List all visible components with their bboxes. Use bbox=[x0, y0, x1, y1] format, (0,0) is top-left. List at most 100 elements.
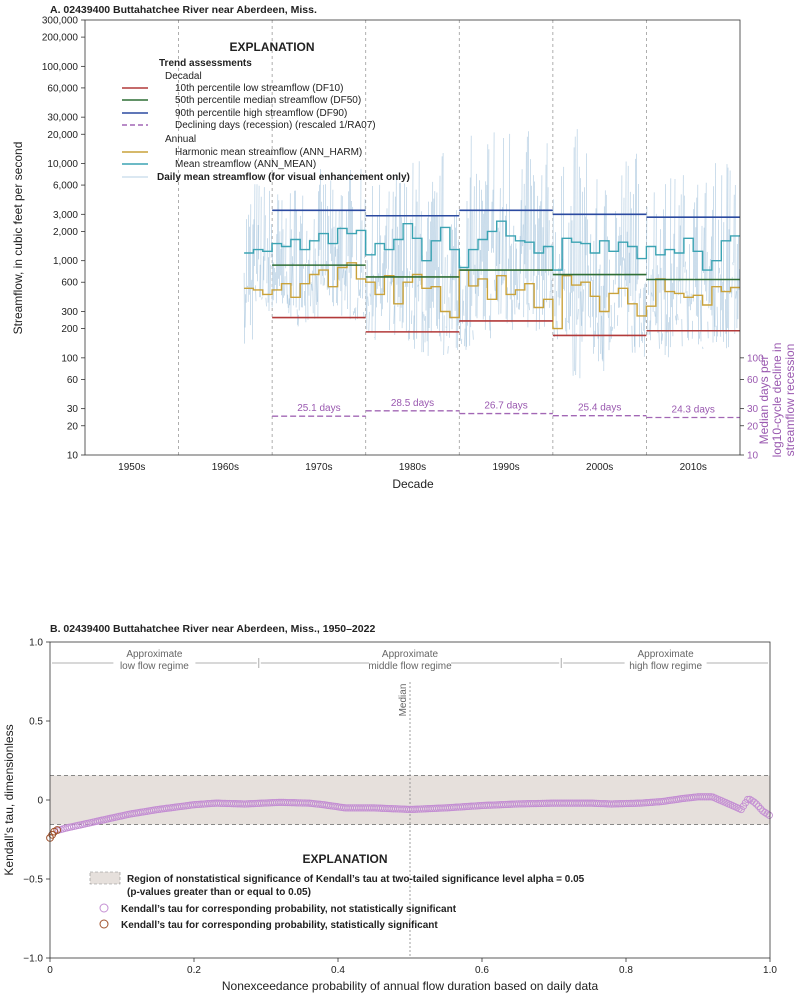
y-tick-label: 100,000 bbox=[42, 62, 79, 73]
y2-tick-label: 60 bbox=[747, 375, 759, 386]
y-tick-label: −0.5 bbox=[23, 875, 43, 886]
x-tick-label: 0.2 bbox=[187, 965, 201, 976]
x-tick-label: 0.8 bbox=[619, 965, 633, 976]
decade-label: 1970s bbox=[305, 462, 332, 473]
y-tick-label: 300,000 bbox=[42, 16, 79, 27]
median-label: Median bbox=[398, 684, 409, 717]
y-tick-label: 6,000 bbox=[53, 181, 78, 192]
tau-point-not-significant bbox=[744, 795, 752, 804]
regime-label-line: Approximate bbox=[126, 649, 183, 660]
legend-heading: EXPLANATION bbox=[302, 852, 387, 866]
recession-days-label: 26.7 days bbox=[484, 401, 527, 412]
x-tick-label: 1.0 bbox=[763, 965, 777, 976]
decade-label: 1950s bbox=[118, 462, 145, 473]
y-tick-label: 1,000 bbox=[53, 256, 78, 267]
x-tick-label: 0.4 bbox=[331, 965, 345, 976]
panel-b-legend: EXPLANATION Region of nonstatistical sign… bbox=[89, 852, 585, 931]
y2-tick-label: 20 bbox=[747, 421, 759, 432]
legend-item-label: Kendall’s tau for corresponding probabil… bbox=[121, 920, 438, 931]
y-tick-label: 0.5 bbox=[29, 717, 43, 728]
y-tick-label: 60,000 bbox=[47, 83, 78, 94]
recession-days-label: 28.5 days bbox=[391, 398, 434, 409]
tau-point-not-significant bbox=[752, 800, 760, 808]
legend-subheading: Trend assessments bbox=[159, 58, 252, 69]
recession-days-label: 24.3 days bbox=[672, 405, 715, 416]
mean-streamflow-line bbox=[244, 220, 740, 271]
y-tick-label: 2,000 bbox=[53, 227, 78, 238]
x-tick-label: 0.6 bbox=[475, 965, 489, 976]
legend-item-label: Kendall’s tau for corresponding probabil… bbox=[121, 904, 457, 915]
regime-label-line: high flow regime bbox=[629, 661, 702, 672]
legend-item-label: (p-values greater than or equal to 0.05) bbox=[127, 887, 311, 898]
tau-point-not-significant bbox=[750, 798, 758, 806]
y-tick-label: 20,000 bbox=[47, 130, 78, 141]
legend-group-decadal: Decadal bbox=[165, 71, 202, 82]
y-tick-label: 10 bbox=[67, 451, 79, 462]
tau-point-not-significant bbox=[756, 805, 765, 813]
y2-tick-label: 100 bbox=[747, 353, 764, 364]
legend-item-label: 10th percentile low streamflow (DF10) bbox=[175, 83, 343, 94]
regime-label-line: low flow regime bbox=[120, 661, 189, 672]
y-tick-label: 600 bbox=[61, 278, 78, 289]
panel-b-y-axis-label: Kendall’s tau, dimensionless bbox=[2, 724, 16, 875]
legend-item-label: Declining days (recession) (rescaled 1/R… bbox=[175, 120, 376, 131]
decade-label: 2010s bbox=[680, 462, 707, 473]
legend-group-annual: Annual bbox=[165, 134, 196, 145]
harmonic-mean-streamflow-line bbox=[244, 262, 740, 330]
y-tick-label: 200 bbox=[61, 324, 78, 335]
regime-label-bg bbox=[624, 648, 707, 670]
y-tick-label: 300 bbox=[61, 307, 78, 318]
x-tick-label: 0 bbox=[47, 965, 53, 976]
regime-label-line: Approximate bbox=[638, 649, 695, 660]
decade-label: 1960s bbox=[212, 462, 239, 473]
decade-label: 1980s bbox=[399, 462, 426, 473]
y-tick-label: 3,000 bbox=[53, 210, 78, 221]
y2-tick-label: 30 bbox=[747, 404, 759, 415]
legend-item-label: Region of nonstatistical significance of… bbox=[127, 874, 585, 885]
tau-point-not-significant bbox=[754, 802, 763, 810]
regime-label-bg bbox=[113, 648, 196, 670]
legend-band-swatch bbox=[89, 871, 121, 885]
legend-heading: EXPLANATION bbox=[229, 40, 314, 54]
panel-a-x-axis-label: Decade bbox=[392, 477, 434, 491]
panel-a-plot-frame bbox=[84, 19, 741, 456]
legend-circle-significant bbox=[99, 919, 109, 929]
daily-mean-streamflow-series bbox=[243, 129, 740, 379]
regime-label-line: middle flow regime bbox=[368, 661, 452, 672]
y-tick-label: 0 bbox=[37, 796, 43, 807]
panel-a-y-axis-label: Streamflow, in cubic feet per second bbox=[11, 142, 25, 335]
y-tick-label: 1.0 bbox=[29, 638, 43, 649]
y-tick-label: 30 bbox=[67, 404, 79, 415]
recession-days-label: 25.4 days bbox=[578, 403, 621, 414]
tau-point-not-significant bbox=[765, 811, 773, 819]
recession-days-label: 25.1 days bbox=[297, 403, 340, 414]
regime-label-line: Approximate bbox=[382, 649, 439, 660]
y-tick-label: 20 bbox=[67, 421, 79, 432]
y-tick-label: 60 bbox=[67, 375, 79, 386]
y-tick-label: −1.0 bbox=[23, 954, 43, 965]
y-tick-label: 100 bbox=[61, 353, 78, 364]
y2-tick-label: 10 bbox=[747, 451, 759, 462]
panel-a-legend: EXPLANATION Trend assessments Decadal10th … bbox=[122, 40, 410, 183]
decade-label: 2000s bbox=[586, 462, 613, 473]
panel-b-title: B. 02439400 Buttahatchee River near Aber… bbox=[50, 623, 375, 635]
legend-item-label: Harmonic mean streamflow (ANN_HARM) bbox=[175, 147, 362, 158]
y-tick-label: 10,000 bbox=[47, 159, 78, 170]
legend-circle-not-significant bbox=[99, 903, 109, 913]
panel-b-x-axis-label: Nonexceedance probability of annual flow… bbox=[222, 979, 599, 993]
y-tick-label: 30,000 bbox=[47, 113, 78, 124]
legend-item-label: 90th percentile high streamflow (DF90) bbox=[175, 108, 347, 119]
decade-label: 1990s bbox=[492, 462, 519, 473]
panel-a-title: A. 02439400 Buttahatchee River near Aber… bbox=[50, 4, 317, 16]
y2-axis-label-line: Median days per bbox=[757, 356, 771, 445]
panel-a-chart: A. 02439400 Buttahatchee River near Aber… bbox=[11, 4, 797, 491]
y-tick-label: 200,000 bbox=[42, 33, 79, 44]
y2-axis-label-line: log10-cycle decline in bbox=[770, 343, 784, 458]
legend-item-label: Mean streamflow (ANN_MEAN) bbox=[175, 159, 316, 170]
legend-item-label: 50th percentile median streamflow (DF50) bbox=[175, 95, 361, 106]
y2-axis-label-line: streamflow recession bbox=[783, 344, 797, 457]
legend-item-label: Daily mean streamflow (for visual enhanc… bbox=[157, 172, 410, 183]
panel-b-chart: B. 02439400 Buttahatchee River near Aber… bbox=[2, 623, 777, 993]
regime-label-bg bbox=[369, 648, 451, 670]
